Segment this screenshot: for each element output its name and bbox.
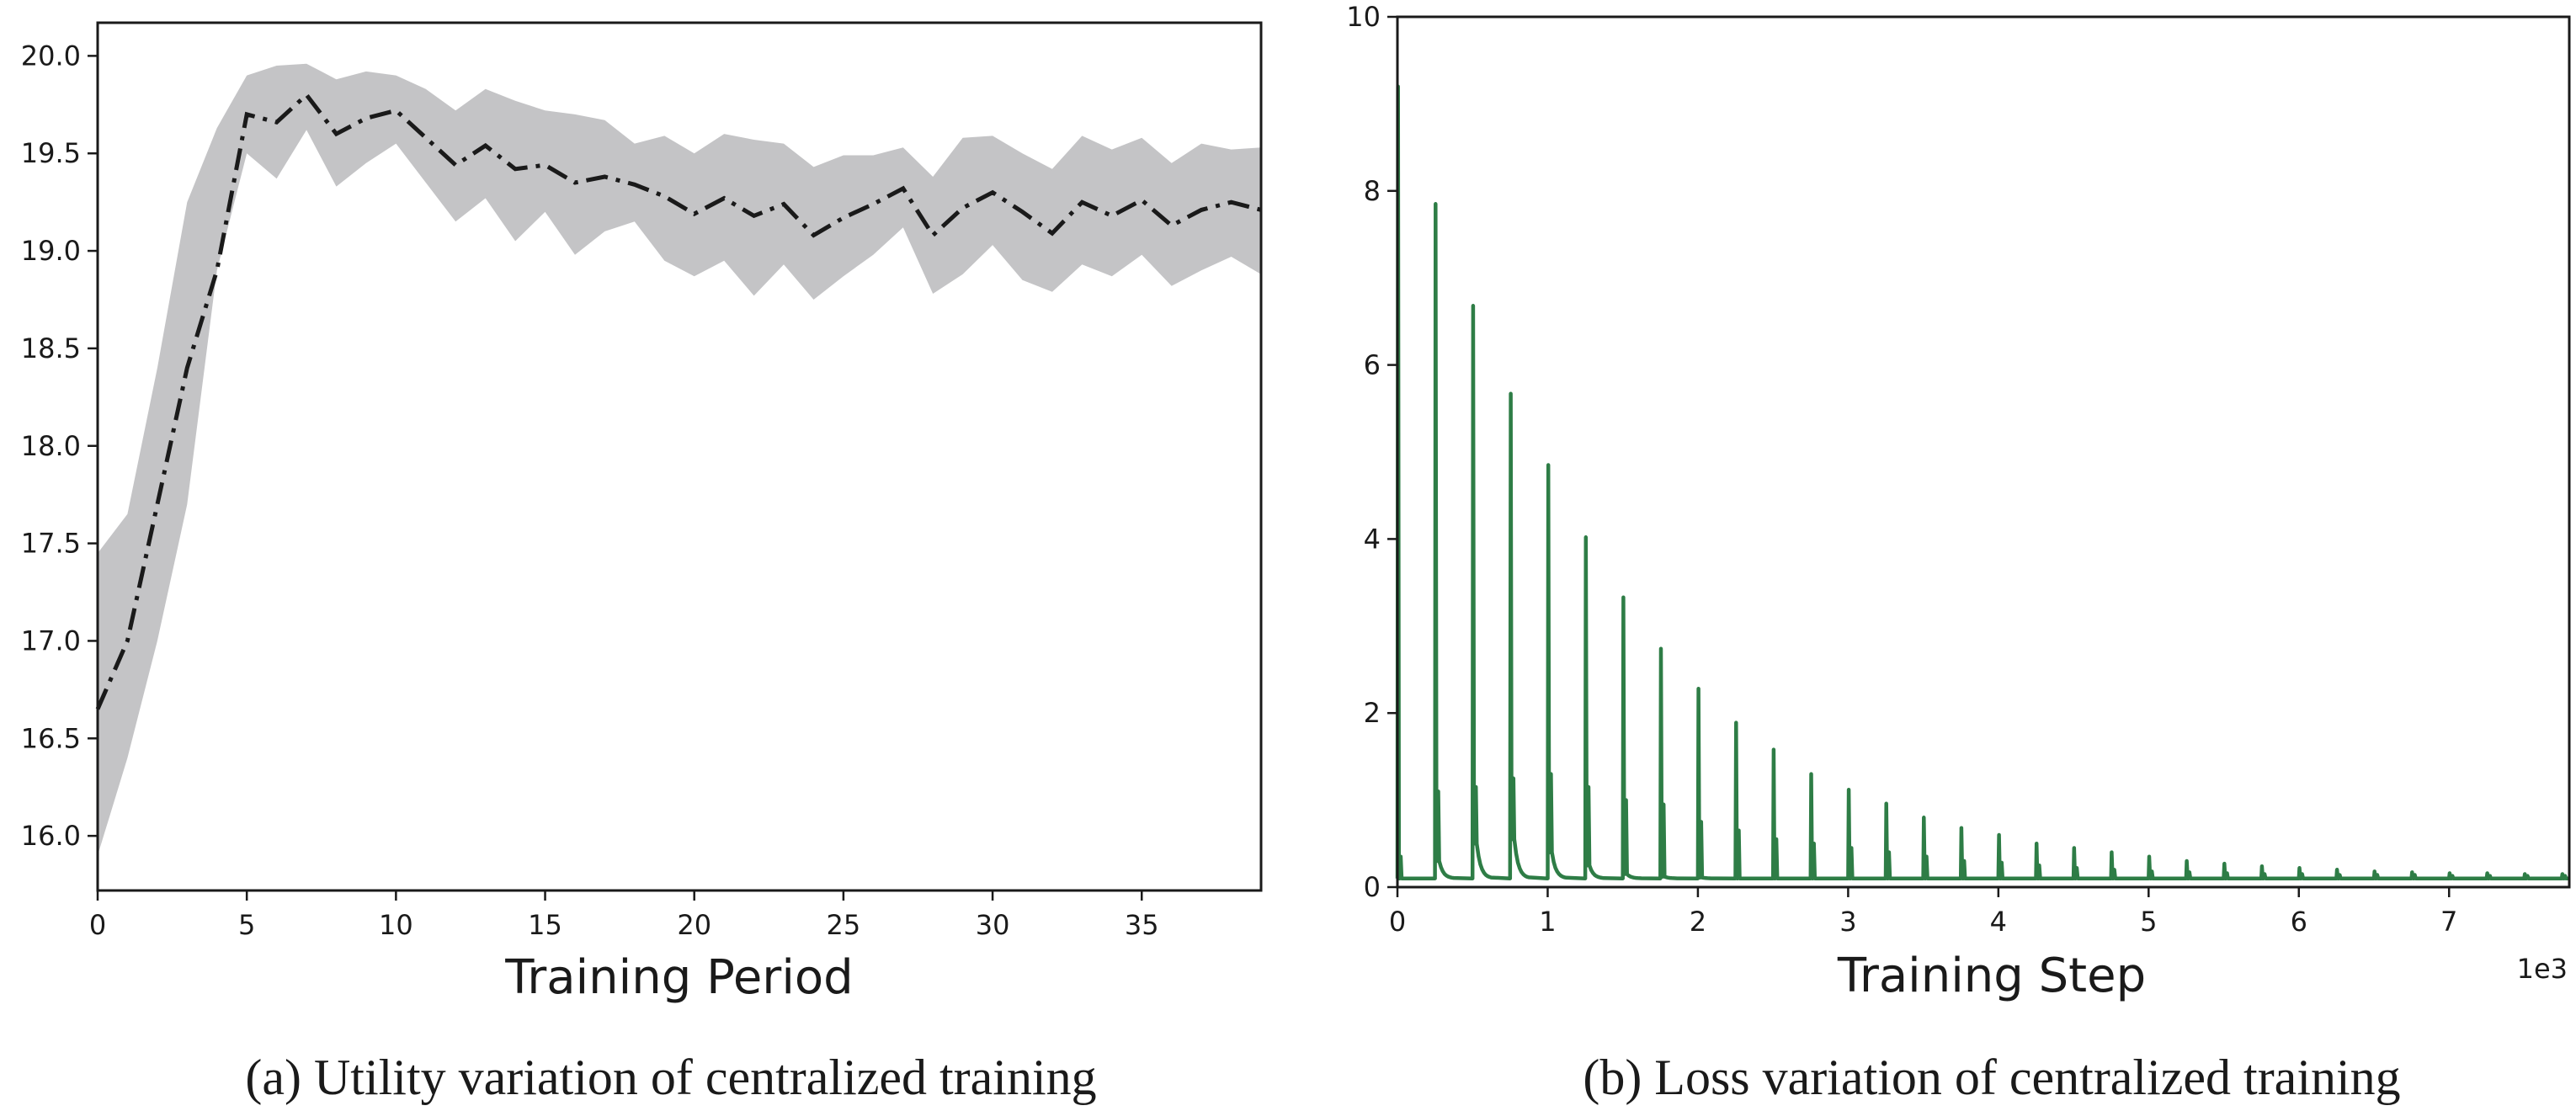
x-tick-label: 5	[2140, 906, 2157, 938]
x-tick-label: 6	[2291, 906, 2307, 938]
utility-caption: (a) Utility variation of centralized tra…	[245, 1050, 1096, 1105]
utility-y-ticks: 16.0 16.5 17.0 17.5 18.0 18.5 19.0 19.5 20.0	[21, 40, 98, 852]
y-tick-label: 16.5	[21, 722, 81, 754]
loss-x-offset-label: 1e3	[2517, 953, 2568, 985]
x-tick-label: 25	[827, 909, 861, 941]
loss-chart: 0 1 2 3 4 5 6 7 0 2 4 6 8 10 Training Step 1e3 (b) L…	[1346, 1, 2571, 1105]
x-tick-label: 4	[1990, 906, 2007, 938]
y-tick-label: 19.0	[21, 235, 81, 267]
x-tick-label: 35	[1125, 909, 1159, 941]
y-tick-label: 17.5	[21, 528, 81, 560]
x-tick-label: 0	[89, 909, 106, 941]
loss-plot-frame	[1396, 15, 2571, 889]
mean-utility-line	[95, 92, 1262, 710]
y-tick-label: 16.0	[21, 820, 81, 852]
utility-x-axis-label: Training Period	[504, 950, 853, 1005]
y-tick-label: 17.0	[21, 625, 81, 656]
x-tick-label: 30	[976, 909, 1010, 941]
x-tick-label: 5	[238, 909, 255, 941]
loss-line	[1395, 84, 2570, 880]
y-tick-label: 19.5	[21, 137, 81, 169]
x-tick-label: 15	[528, 909, 562, 941]
utility-plot-frame	[96, 21, 1263, 892]
loss-x-axis-label: Training Step	[1837, 949, 2146, 1003]
x-tick-label: 1	[1539, 906, 1556, 938]
y-tick-label: 2	[1364, 697, 1381, 729]
confidence-band	[98, 63, 1261, 856]
utility-x-ticks: 0 5 10 15 20 25 30 35	[89, 890, 1159, 941]
y-tick-label: 20.0	[21, 40, 81, 72]
y-tick-label: 6	[1364, 349, 1381, 381]
x-tick-label: 20	[677, 909, 711, 941]
loss-y-ticks: 0 2 4 6 8 10	[1346, 1, 1397, 903]
y-tick-label: 18.5	[21, 332, 81, 364]
y-tick-label: 0	[1364, 871, 1381, 903]
x-tick-label: 3	[1839, 906, 1856, 938]
x-tick-label: 10	[379, 909, 413, 941]
x-tick-label: 2	[1690, 906, 1706, 938]
y-tick-label: 4	[1364, 523, 1381, 555]
loss-caption: (b) Loss variation of centralized traini…	[1583, 1050, 2400, 1105]
y-tick-label: 8	[1364, 175, 1381, 207]
confidence-band-layer	[98, 63, 1261, 856]
utility-chart: 0 5 10 15 20 25 30 35 16.016.517.017.518.018.51…	[21, 21, 1263, 1105]
y-tick-label: 10	[1346, 1, 1381, 33]
mean-line-layer	[95, 92, 1262, 710]
loss-x-ticks: 0 1 2 3 4 5 6 7	[1389, 887, 2457, 938]
loss-line-layer	[1395, 84, 2570, 880]
x-tick-label: 0	[1389, 906, 1406, 938]
y-tick-label: 18.0	[21, 430, 81, 462]
x-tick-label: 7	[2440, 906, 2457, 938]
